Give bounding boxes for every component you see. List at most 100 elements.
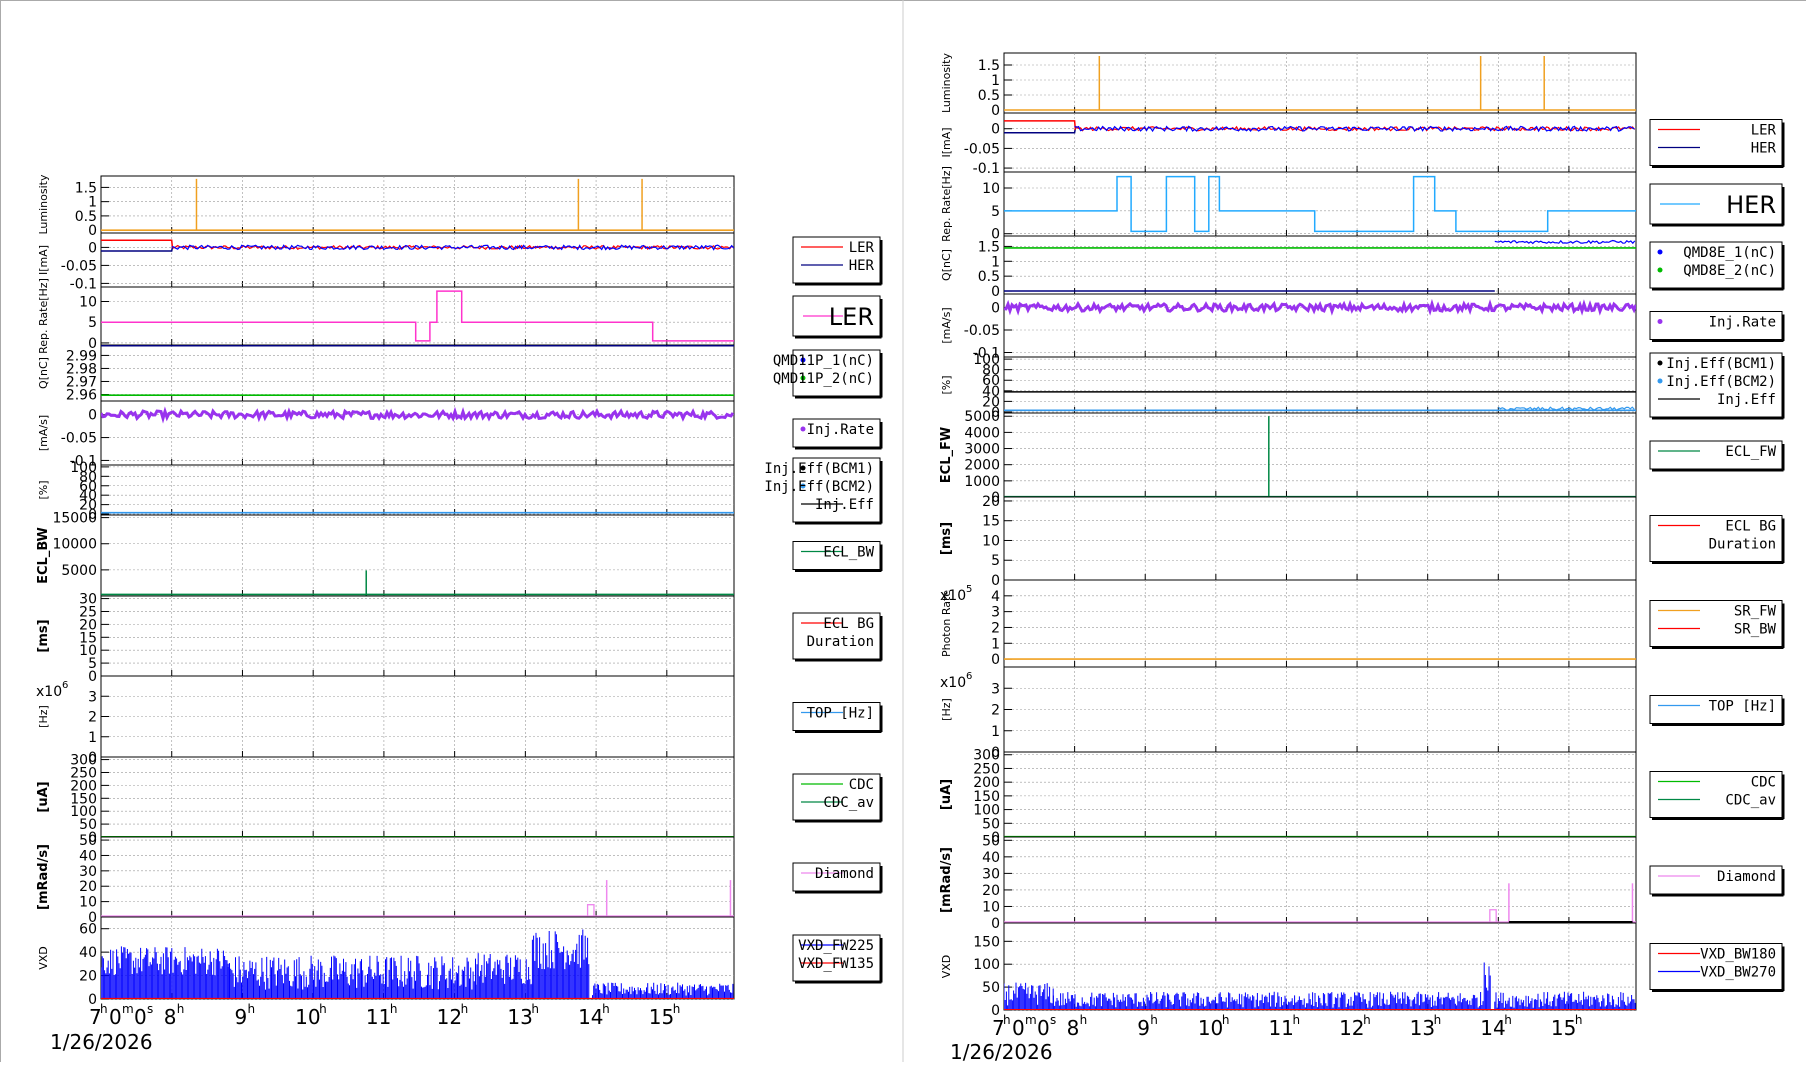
y-tick-label: 1000 (964, 474, 1000, 490)
panel-right-1: 0 -0.05 -0.1 I[mA] LER HER (940, 112, 1785, 177)
date-label: 1/26/2026 (50, 1030, 153, 1054)
series-box (586, 904, 595, 917)
y-tick-label: 80 (982, 363, 1000, 379)
legend-label: VXD_FW225 (798, 938, 874, 954)
y-axis-label: VXD (940, 955, 953, 979)
y-tick-label: 250 (973, 761, 1000, 777)
legend-label: ECL BG (1725, 519, 1776, 535)
legend-dot (800, 357, 806, 363)
legend: Inj.Rate (792, 418, 883, 450)
series-group (1004, 883, 1636, 923)
time-hour-unit: h (177, 1002, 185, 1016)
time-tick-label: 11h (1268, 1013, 1300, 1040)
legend-label: CDC_av (1725, 793, 1776, 809)
legend-box (792, 702, 881, 731)
legend-label: Inj.Eff(BCM2) (764, 479, 874, 495)
legend-label: Duration (807, 634, 874, 650)
series-band (592, 982, 734, 999)
y-axis-label: [mRad/s] (939, 847, 954, 913)
legend: Inj.Rate (1649, 311, 1785, 342)
legend: HER (1649, 183, 1785, 227)
y-tick-label: 10 (982, 181, 1000, 197)
legend-dot (800, 426, 806, 432)
time-hour: 11 (366, 1005, 391, 1029)
series-noise (1004, 298, 1636, 316)
y-tick-label: 10 (982, 533, 1000, 549)
panel-left-0: 1.510.50 Luminosity (37, 174, 735, 239)
y-tick-label: 0 (88, 240, 97, 256)
y-tick-label: 15 (982, 514, 1000, 530)
series-group (101, 570, 734, 596)
time-hour-unit: h (531, 1002, 539, 1016)
y-tick-label: 300 (70, 753, 97, 769)
time-tick-label: 14h (1480, 1013, 1512, 1040)
time-tick-label: 14h (578, 1002, 610, 1029)
y-axis-label: [mA/s] (37, 415, 50, 451)
time-hour: 15 (649, 1005, 674, 1029)
y-tick-label: 1 (88, 195, 97, 211)
y-tick-label: -0.05 (964, 141, 1000, 157)
time-tick-label: 13h (507, 1002, 539, 1029)
legend: QMD8E_1(nC) QMD8E_2(nC) (1649, 241, 1785, 291)
legend-label: ECL_BW (823, 545, 874, 561)
y-tick-label: 0 (991, 652, 1000, 668)
y-tick-label: 0 (88, 336, 97, 352)
panel-left-6: 15000 10000 5000 ECL_BW ECL_BW (36, 511, 883, 597)
time-tick-label: 10h (295, 1002, 327, 1029)
legend-dot (1657, 267, 1663, 273)
y-axis-label: Q[nC] (940, 249, 953, 281)
legend-dot (800, 465, 806, 471)
series-group (1004, 120, 1636, 134)
y-axis-label: Q[nC] (37, 357, 50, 389)
time-hour-unit: h (1434, 1013, 1442, 1027)
panel-left-1: 0 -0.05 -0.1 I[mA] LER HER (37, 232, 883, 292)
panel-right-0: 1.510.50 Luminosity (940, 52, 1637, 119)
panel-frame (1003, 112, 1637, 173)
time-sec-unit: s (1050, 1013, 1056, 1027)
legend-box (1649, 352, 1783, 418)
y-tick-label: -0.1 (70, 276, 97, 292)
legend-dot (1657, 249, 1663, 255)
y-tick-label: 2.99 (66, 348, 97, 364)
time-hour-unit: h (1363, 1013, 1371, 1027)
series-group (101, 290, 734, 342)
time-hour-unit: h (461, 1002, 469, 1016)
y-tick-label: 100 (70, 804, 97, 820)
legend-label: VXD_BW270 (1700, 965, 1776, 981)
legend-label: QMD11P_2(nC) (773, 371, 874, 387)
y-tick-label: 5000 (964, 409, 1000, 425)
y-tick-label: 0 (88, 408, 97, 424)
time-hour: 11 (1268, 1016, 1293, 1040)
y-tick-label: 2.98 (66, 361, 97, 377)
panel-left-3: 2.992.982.972.96Q[nC] QMD11P_1(nC)QMD11P_… (37, 344, 883, 403)
time-hour-unit: h (673, 1002, 681, 1016)
y-tick-label: 1.5 (978, 239, 1000, 255)
legend-box (792, 773, 881, 821)
time-hour: 10 (1198, 1016, 1223, 1040)
y-tick-label: 0 (991, 1003, 1000, 1019)
series-box (1489, 909, 1497, 923)
panel-right-9: 3 2 1 0 [Hz] x10 6 TOP [Hz] (940, 666, 1785, 761)
y-tick-label: 0 (88, 830, 97, 846)
y-tick-label: -0.1 (70, 453, 97, 469)
y-tick-label: 50 (79, 817, 97, 833)
y-tick-label: 40 (982, 384, 1000, 400)
legend-label: HER (849, 258, 875, 274)
exponent-label: x10 (36, 684, 62, 700)
panel-frame (100, 514, 735, 597)
y-tick-label: 0 (88, 992, 97, 1008)
y-axis-label: Luminosity (940, 53, 953, 113)
y-axis-label: [ms] (939, 522, 954, 555)
y-axis-label: [uA] (939, 779, 954, 810)
legend-label: ECL_FW (1725, 444, 1776, 460)
y-tick-label: 1 (991, 724, 1000, 740)
y-axis-label: Photon Rate (940, 590, 953, 657)
series-noise (1497, 406, 1635, 411)
y-tick-label: 0 (991, 301, 1000, 317)
